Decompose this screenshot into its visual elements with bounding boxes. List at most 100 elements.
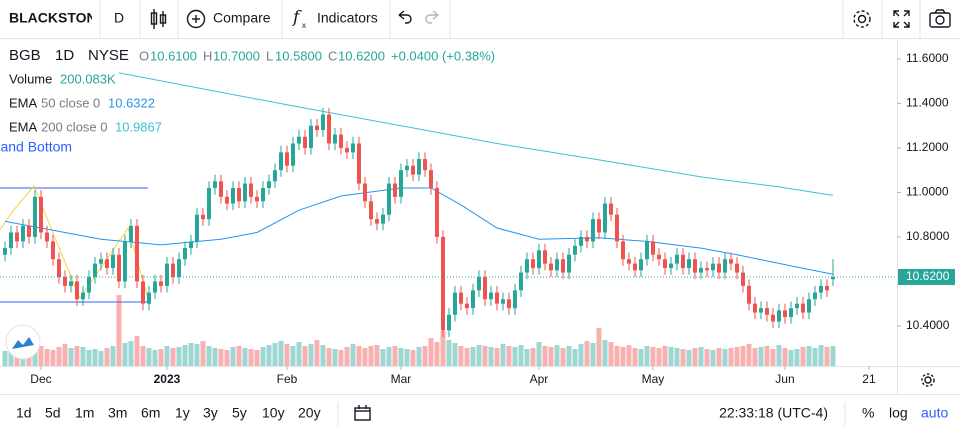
redo-button[interactable] bbox=[425, 10, 439, 24]
candle-body bbox=[488, 292, 493, 300]
symbol-search[interactable]: BLACKSTON bbox=[9, 10, 97, 26]
goto-date-button[interactable] bbox=[354, 405, 371, 421]
compare-icon[interactable] bbox=[186, 9, 206, 29]
volume-bar bbox=[416, 347, 422, 366]
volume-bar bbox=[230, 347, 236, 366]
logo-button[interactable] bbox=[5, 324, 41, 360]
candle-body bbox=[482, 276, 487, 300]
candle-body bbox=[422, 159, 427, 171]
volume-bar bbox=[542, 346, 548, 366]
candle-body bbox=[86, 276, 91, 293]
candle-body bbox=[518, 272, 523, 291]
range-button[interactable]: 5y bbox=[232, 405, 247, 421]
candle-body bbox=[350, 143, 355, 153]
candle-body bbox=[158, 281, 163, 286]
candle-body bbox=[542, 250, 547, 264]
volume-bar bbox=[764, 346, 770, 366]
compare-button[interactable]: Compare bbox=[213, 10, 271, 26]
ema-legend-name: EMA bbox=[9, 95, 38, 110]
range-button[interactable]: 1y bbox=[175, 405, 190, 421]
range-button[interactable]: 1m bbox=[75, 405, 94, 421]
legend-exchange: NYSE bbox=[88, 47, 129, 64]
candle-body bbox=[494, 292, 499, 304]
range-button[interactable]: 20y bbox=[298, 405, 321, 421]
candle-body bbox=[278, 152, 283, 171]
candle-body bbox=[710, 263, 715, 271]
volume-bar bbox=[50, 350, 56, 366]
volume-bar bbox=[572, 349, 578, 366]
volume-bar bbox=[248, 349, 254, 366]
top-bottom-drawing[interactable]: Top and Bottom bbox=[0, 139, 149, 303]
x-tick-label: May bbox=[642, 372, 665, 386]
candle-body bbox=[128, 225, 133, 242]
interval-button[interactable]: D bbox=[114, 10, 124, 26]
log-toggle[interactable]: log bbox=[889, 405, 908, 421]
volume-bar bbox=[56, 347, 62, 366]
range-button[interactable]: 1d bbox=[16, 405, 32, 421]
volume-bar bbox=[806, 346, 812, 366]
volume-bar bbox=[584, 341, 590, 366]
candle-body bbox=[176, 259, 181, 277]
settings-button[interactable] bbox=[853, 10, 871, 28]
percent-toggle[interactable]: % bbox=[862, 405, 874, 421]
candle-body bbox=[680, 254, 685, 269]
range-button[interactable]: 6m bbox=[141, 405, 160, 421]
volume-bar bbox=[662, 346, 668, 366]
volume-bar bbox=[470, 347, 476, 366]
candle-body bbox=[698, 268, 703, 273]
volume-bar bbox=[698, 347, 704, 366]
range-button[interactable]: 3m bbox=[108, 405, 127, 421]
candle-body bbox=[134, 225, 139, 282]
candle-body bbox=[812, 292, 817, 300]
volume-bar bbox=[272, 343, 278, 366]
candle-body bbox=[776, 310, 781, 322]
range-button[interactable]: 3y bbox=[203, 405, 218, 421]
indicators-icon[interactable]: f bbox=[291, 8, 302, 28]
candle-body bbox=[536, 250, 541, 269]
volume-bar bbox=[608, 342, 614, 366]
volume-bar bbox=[170, 348, 176, 366]
candle-body bbox=[164, 263, 169, 286]
volume-bar bbox=[62, 344, 68, 366]
volume-bar bbox=[440, 331, 446, 366]
indicators-button[interactable]: Indicators bbox=[317, 10, 378, 26]
candle-body bbox=[272, 170, 277, 182]
legend-h-label: H bbox=[203, 48, 212, 63]
axis-settings-button[interactable] bbox=[921, 373, 935, 387]
candle-body bbox=[692, 259, 697, 273]
volume-bar bbox=[194, 344, 200, 366]
volume-bar bbox=[218, 349, 224, 366]
candle-body bbox=[584, 236, 589, 242]
candle-body bbox=[596, 219, 601, 233]
volume-bar bbox=[98, 351, 104, 366]
y-tick-label: 10.8000 bbox=[906, 229, 950, 243]
candle-body bbox=[368, 201, 373, 220]
candle-body bbox=[470, 290, 475, 309]
volume-bar bbox=[770, 349, 776, 366]
candle-body bbox=[788, 308, 793, 318]
x-tick-label: 21 bbox=[862, 372, 876, 386]
undo-button[interactable] bbox=[398, 10, 412, 24]
legend-o-label: O bbox=[139, 48, 149, 63]
candle-body bbox=[566, 254, 571, 273]
ema-legend-params: 200 close 0 bbox=[41, 119, 108, 134]
auto-toggle[interactable]: auto bbox=[921, 405, 948, 421]
volume-bar bbox=[260, 347, 266, 366]
volume-bar bbox=[134, 336, 140, 366]
candle-body bbox=[626, 259, 631, 264]
fullscreen-button[interactable] bbox=[893, 10, 910, 28]
volume-bar bbox=[278, 341, 284, 366]
candle-body bbox=[212, 181, 217, 188]
candle-body bbox=[110, 254, 115, 269]
volume-bar bbox=[344, 347, 350, 366]
range-button[interactable]: 10y bbox=[262, 405, 285, 421]
range-button[interactable]: 5d bbox=[45, 405, 61, 421]
candle-body bbox=[26, 225, 31, 237]
snapshot-button[interactable] bbox=[929, 9, 951, 28]
candle-body bbox=[674, 254, 679, 264]
volume-bar bbox=[116, 295, 122, 366]
candle-body bbox=[824, 285, 829, 291]
volume-bar bbox=[626, 345, 632, 366]
chart-type-button[interactable] bbox=[150, 9, 167, 29]
